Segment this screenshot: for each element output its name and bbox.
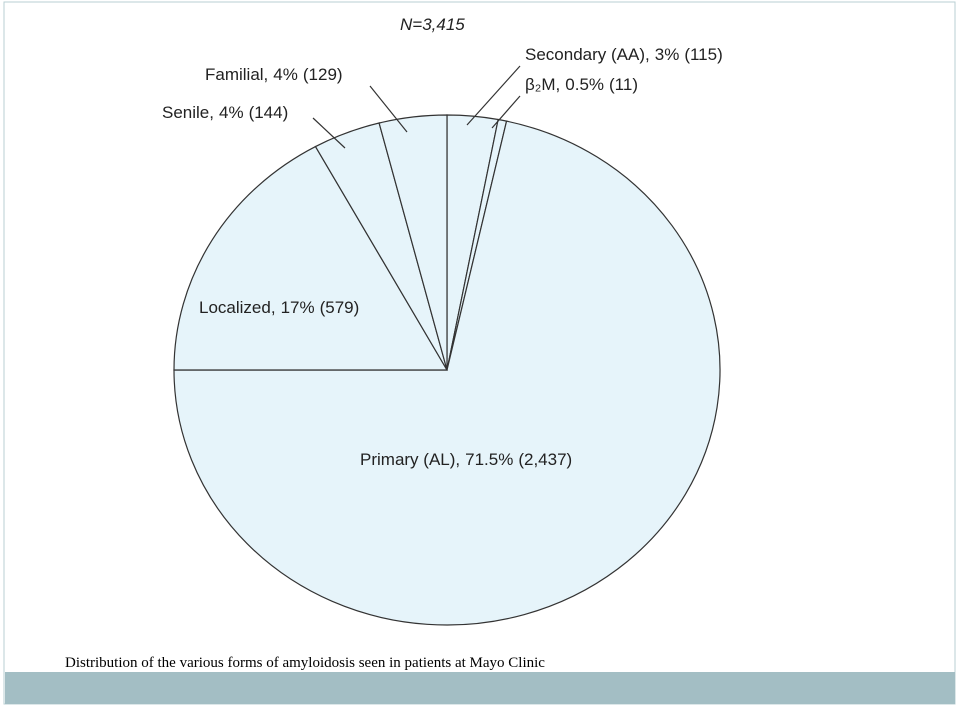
slice-name: Senile,: [162, 103, 214, 122]
slice-label: Primary (AL), 71.5% (2,437): [360, 450, 572, 469]
leader-line: [369, 85, 408, 133]
pie-slice: [173, 120, 721, 626]
slice-name: Localized,: [199, 298, 276, 317]
slice-label: Senile, 4% (144): [162, 103, 288, 122]
count-label: (579): [320, 298, 360, 317]
count-label: (115): [684, 45, 722, 64]
value-label: 71.5%: [465, 450, 513, 469]
slice-label: Familial, 4% (129): [205, 65, 343, 84]
leader-line: [491, 95, 521, 129]
leader-line: [466, 65, 521, 126]
leader-line: [312, 117, 346, 149]
count-label: (144): [249, 103, 289, 122]
value-label: 4%: [273, 65, 298, 84]
slice-name: β₂M,: [525, 75, 560, 94]
value-label: 17%: [281, 298, 315, 317]
slice-name: Familial,: [205, 65, 268, 84]
slice-name: Secondary (AA),: [525, 45, 650, 64]
value-label: 4%: [219, 103, 244, 122]
caption: Distribution of the various forms of amy…: [65, 655, 545, 671]
footer-bar: [5, 672, 955, 704]
count-label: (129): [303, 65, 343, 84]
slice-label: Localized, 17% (579): [199, 298, 359, 317]
pie-slice: [173, 145, 449, 371]
slice-name: Primary (AL),: [360, 450, 460, 469]
value-label: 0.5%: [565, 75, 604, 94]
count-label: (11): [609, 75, 638, 94]
count-label: (2,437): [518, 450, 572, 469]
subtitle: N=3,415: [400, 15, 465, 34]
pie-slice: [378, 114, 448, 371]
slice-label: Secondary (AA), 3% (115): [525, 45, 723, 64]
value-label: 3%: [655, 45, 680, 64]
slice-label: β₂M, 0.5% (11): [525, 75, 638, 94]
